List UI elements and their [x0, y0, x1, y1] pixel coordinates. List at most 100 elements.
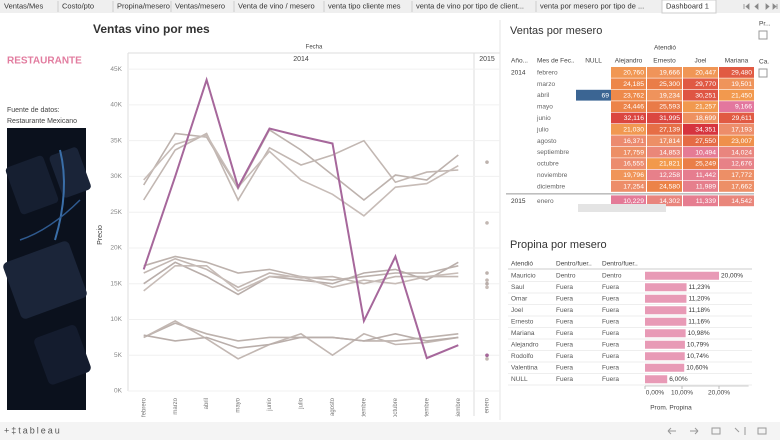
cell-value: 19,234: [659, 92, 680, 99]
chart-title: Propina por mesero: [510, 239, 607, 251]
x-tick-label: 0,00%: [646, 390, 665, 397]
column-header: Mariana: [725, 58, 749, 65]
x-tick-label: mayo: [236, 397, 242, 412]
heat-cell: [719, 135, 754, 147]
tab[interactable]: Propina/mesero: [117, 1, 170, 10]
tab[interactable]: Costo/pto: [62, 1, 94, 10]
month-label: julio: [536, 126, 549, 133]
heat-cell: [647, 124, 682, 135]
row-label: Saul: [511, 284, 525, 291]
heat-cell: [647, 67, 682, 78]
cell-value: 18,699: [695, 115, 716, 122]
legend-swatch: [758, 68, 768, 78]
heat-cell: [719, 101, 754, 112]
heat-cell: [683, 67, 718, 78]
series-point: [485, 285, 489, 290]
x-tick-label: enero: [485, 397, 491, 413]
cell-value: 10,494: [695, 149, 716, 156]
cell-value: 30,251: [695, 92, 716, 99]
cell-value: 16,371: [623, 138, 644, 145]
tabs: Ventas/Mes Costo/pto Propina/mesero Ventas/…: [4, 0, 717, 14]
series-line: [143, 134, 459, 217]
cell-value: 24,580: [659, 183, 680, 190]
footer-bar: [0, 422, 780, 440]
column-header: Atendió: [511, 261, 533, 268]
tab[interactable]: Venta de vino / mesero: [238, 1, 315, 10]
heat-cell: [683, 158, 718, 169]
heat-cell: [611, 169, 646, 181]
legend-swatch: [758, 30, 768, 40]
row-cell: Fuera: [556, 284, 573, 291]
column-header: Joel: [695, 58, 707, 65]
cell-value: 14,853: [659, 149, 680, 156]
cell-value: 14,024: [731, 149, 752, 156]
heat-cell: [683, 146, 718, 158]
bar-label: 10,79%: [687, 341, 709, 348]
tab[interactable]: venta tipo cliente mes: [328, 1, 401, 10]
cell-value: 20,447: [695, 69, 716, 76]
cell-value: 11,442: [696, 172, 717, 179]
heat-cell: [647, 101, 682, 112]
cell-value: 17,759: [623, 149, 644, 156]
heat-cell: [611, 181, 646, 192]
cell-value: 9,166: [735, 104, 752, 111]
heat-cell: [683, 195, 718, 207]
cell-value: 17,254: [623, 183, 644, 190]
row-cell: Fuera: [556, 341, 573, 348]
column-header: Año...: [511, 58, 528, 65]
heat-cell: [611, 78, 646, 90]
heat-cell: [611, 158, 646, 169]
x-tick-label: julio: [299, 397, 305, 409]
source-label: Fuente de datos:: [7, 107, 60, 114]
legend-stub: Pr...: [759, 21, 771, 28]
month-label: mayo: [537, 104, 553, 111]
y-tick-label: 15K: [110, 280, 122, 287]
series-line: [143, 261, 459, 296]
chart-title: Ventas vino por mes: [93, 22, 210, 36]
bar: [645, 271, 719, 280]
cell-value: 25,593: [659, 104, 680, 111]
table-title: Ventas por mesero: [510, 25, 602, 37]
line-chart: Ventas vino por mes Fecha 2014 2015 Precio 0K…: [93, 22, 500, 417]
column-header: Mes de Fec..: [537, 58, 575, 65]
pane-label: 2015: [479, 56, 495, 63]
heat-cell: [647, 112, 682, 124]
x-tick-label: febrero: [141, 397, 147, 417]
heat-cell: [683, 169, 718, 181]
series-point: [485, 281, 489, 286]
series-point: [485, 353, 489, 358]
bar: [645, 363, 685, 372]
series-point: [485, 271, 489, 275]
column-header: Alejandro: [615, 58, 643, 65]
footer-controls[interactable]: [667, 427, 767, 435]
x-tick-label: junio: [267, 397, 273, 411]
heat-cell: [683, 135, 718, 147]
column-header: NULL: [585, 58, 602, 65]
tab[interactable]: venta de vino por tipo de client...: [416, 1, 524, 10]
row-label: Mariana: [511, 330, 535, 337]
cell-value: 29,770: [695, 81, 716, 88]
tab[interactable]: venta por mesero por tipo de ...: [540, 1, 644, 10]
row-cell: Fuera: [556, 295, 573, 302]
heat-cell: [611, 146, 646, 158]
heat-cell: [576, 89, 611, 101]
heat-cell: [683, 124, 718, 135]
row-cell: Fuera: [602, 376, 619, 383]
heat-cell: [719, 181, 754, 192]
heat-cell: [647, 158, 682, 169]
tab[interactable]: Ventas/mesero: [175, 1, 225, 10]
cell-value: 23,007: [731, 138, 752, 145]
series-line: [143, 265, 459, 292]
cell-value: 34,351: [695, 126, 716, 133]
tab-nav[interactable]: [743, 3, 778, 10]
year-label: 2015: [511, 198, 526, 205]
propina-chart: Propina por mesero Atendió Dentro/fuer.. De…: [508, 239, 752, 412]
tab[interactable]: Ventas/Mes: [4, 1, 43, 10]
tab[interactable]: Dashboard 1: [666, 1, 709, 10]
bar-label: 10,74%: [687, 353, 709, 360]
cell-value: 24,185: [623, 81, 644, 88]
row-cell: Fuera: [602, 318, 619, 325]
month-label: octubre: [537, 161, 559, 168]
x-tick-label: abril: [204, 398, 210, 409]
x-axis-label: Prom. Propina: [650, 405, 692, 412]
